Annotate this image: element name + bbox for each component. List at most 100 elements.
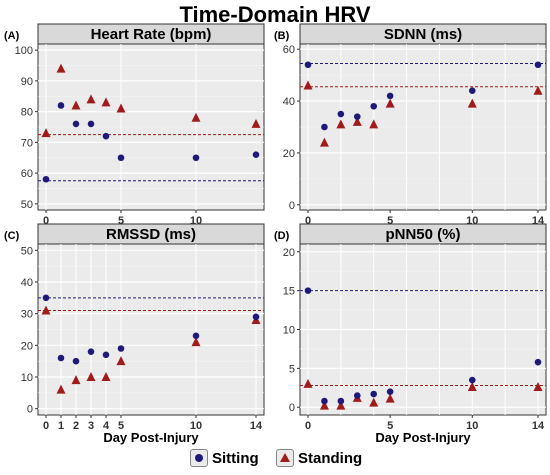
data-point-standing: [467, 382, 477, 392]
y-tick-label: 30: [21, 309, 33, 321]
panel-label: (C): [4, 230, 20, 242]
data-point-standing: [71, 375, 81, 385]
data-point-sitting: [57, 354, 65, 362]
data-point-sitting: [386, 92, 394, 100]
y-tick-label: 0: [27, 404, 33, 416]
data-point-standing: [336, 400, 346, 410]
data-point-standing: [369, 397, 379, 407]
x-tick-label: 5: [387, 420, 393, 432]
data-point-sitting: [304, 61, 312, 69]
y-tick-label: 60: [283, 44, 295, 56]
x-tick-label: 14: [250, 420, 263, 432]
data-point-standing: [116, 103, 126, 113]
data-point-sitting: [321, 123, 328, 131]
data-point-standing: [86, 94, 96, 104]
data-point-standing: [385, 393, 395, 403]
legend-label-sitting: Sitting: [212, 449, 259, 467]
x-axis-label: Day Post-Injury: [375, 430, 471, 445]
data-point-sitting: [337, 397, 345, 405]
legend-item-sitting: Sitting: [190, 449, 259, 467]
data-point-sitting: [252, 151, 260, 158]
data-point-standing: [303, 378, 313, 388]
y-tick-label: 20: [21, 340, 33, 352]
data-point-standing: [369, 119, 379, 129]
circle-marker-icon: [190, 449, 208, 467]
y-tick-label: 80: [21, 107, 33, 119]
data-point-standing: [56, 384, 66, 394]
x-axis-label: Day Post-Injury: [103, 430, 199, 445]
data-point-standing: [385, 98, 395, 108]
y-tick-label: 40: [21, 277, 33, 289]
panel-title: RMSSD (ms): [106, 226, 196, 243]
data-point-sitting: [534, 61, 542, 69]
y-tick-label: 90: [21, 76, 33, 88]
panel-title: SDNN (ms): [384, 26, 462, 43]
x-tick-label: 0: [305, 215, 311, 227]
data-point-sitting: [72, 120, 80, 128]
legend: Sitting Standing: [0, 449, 550, 473]
x-tick-label: 5: [387, 215, 393, 227]
data-point-standing: [116, 356, 126, 366]
y-tick-label: 60: [21, 168, 33, 180]
y-tick-label: 0: [289, 200, 295, 212]
panel-title: Heart Rate (bpm): [91, 26, 212, 43]
data-point-sitting: [72, 357, 80, 365]
y-tick-label: 0: [289, 402, 295, 414]
data-point-standing: [86, 372, 96, 381]
x-tick-label: 0: [43, 215, 49, 227]
data-point-sitting: [321, 397, 328, 405]
x-tick-label: 0: [305, 420, 311, 432]
x-tick-label: 4: [103, 420, 110, 432]
y-tick-label: 50: [21, 199, 33, 211]
data-point-standing: [101, 97, 111, 107]
data-point-sitting: [87, 348, 95, 355]
x-tick-label: 5: [118, 215, 124, 227]
data-point-standing: [533, 85, 543, 95]
data-point-sitting: [102, 132, 110, 140]
data-point-sitting: [117, 345, 125, 352]
data-point-sitting: [534, 358, 542, 366]
data-point-sitting: [57, 102, 65, 109]
x-tick-label: 3: [88, 420, 94, 432]
y-tick-label: 20: [283, 247, 295, 259]
data-point-standing: [56, 63, 66, 73]
data-point-sitting: [304, 287, 312, 294]
panel-label: (A): [4, 30, 20, 42]
data-point-standing: [191, 112, 201, 122]
triangle-marker-icon: [276, 449, 294, 467]
y-tick-label: 5: [289, 363, 295, 375]
x-tick-label: 10: [190, 420, 202, 432]
data-point-sitting: [192, 154, 200, 162]
data-point-standing: [319, 137, 329, 147]
x-tick-label: 2: [73, 420, 79, 432]
data-point-sitting: [42, 175, 50, 183]
data-point-standing: [41, 305, 51, 315]
x-tick-label: 5: [118, 420, 124, 432]
y-tick-label: 100: [15, 45, 33, 57]
data-point-standing: [319, 400, 329, 410]
data-point-sitting: [102, 351, 110, 359]
data-point-sitting: [117, 154, 125, 162]
data-point-standing: [533, 382, 543, 392]
data-point-standing: [303, 80, 313, 90]
data-point-standing: [41, 128, 51, 138]
y-tick-label: 10: [21, 372, 33, 384]
data-point-sitting: [468, 87, 476, 94]
figure-title: Time-Domain HRV: [179, 2, 371, 27]
legend-label-standing: Standing: [298, 449, 363, 467]
data-point-standing: [336, 119, 346, 129]
data-point-sitting: [337, 110, 345, 118]
y-tick-label: 70: [21, 137, 33, 149]
data-point-standing: [191, 337, 201, 347]
x-tick-label: 1: [58, 420, 64, 432]
panel-title: pNN50 (%): [385, 226, 460, 243]
x-tick-label: 10: [466, 420, 478, 432]
x-tick-label: 14: [532, 420, 545, 432]
legend-item-standing: Standing: [276, 449, 362, 467]
data-point-sitting: [252, 313, 260, 321]
data-point-standing: [467, 98, 477, 108]
y-tick-label: 10: [283, 325, 295, 337]
y-tick-label: 20: [283, 148, 295, 160]
data-point-sitting: [42, 294, 50, 302]
